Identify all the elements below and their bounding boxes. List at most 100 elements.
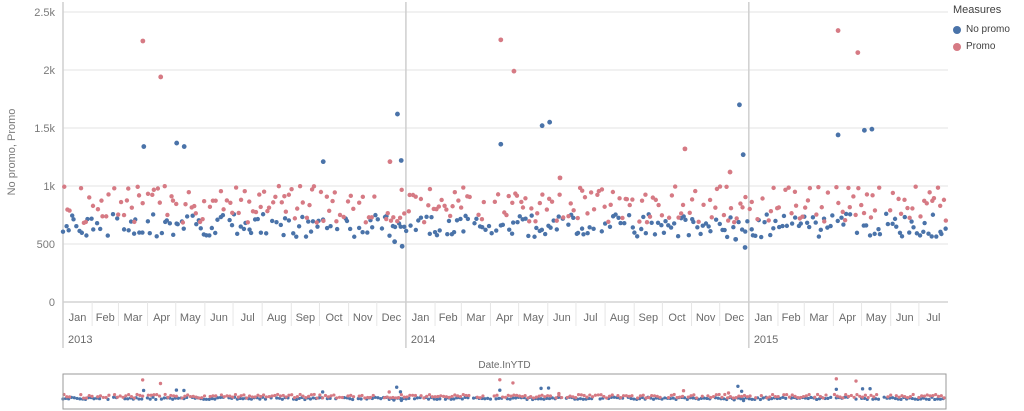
navigator-point bbox=[318, 393, 322, 397]
navigator-point bbox=[680, 394, 685, 398]
data-point bbox=[921, 229, 926, 234]
navigator-point bbox=[298, 392, 302, 397]
navigator-point bbox=[498, 378, 502, 382]
data-point bbox=[835, 218, 840, 224]
data-point bbox=[458, 205, 464, 210]
data-point bbox=[286, 192, 292, 197]
navigator-point bbox=[726, 391, 731, 395]
data-point bbox=[663, 219, 668, 224]
navigator-point bbox=[855, 393, 859, 397]
navigator-point bbox=[641, 393, 645, 397]
navigator-point bbox=[581, 397, 585, 401]
data-point bbox=[914, 231, 920, 236]
data-point bbox=[548, 225, 553, 230]
outlier-point bbox=[498, 141, 504, 147]
data-point bbox=[595, 192, 600, 197]
data-point bbox=[150, 192, 155, 198]
navigator-point bbox=[705, 396, 709, 401]
navigator-point bbox=[501, 395, 505, 399]
data-point bbox=[402, 211, 407, 216]
data-point bbox=[263, 231, 269, 236]
navigator-point bbox=[101, 395, 105, 400]
navigator-point bbox=[228, 394, 232, 398]
navigator-point bbox=[876, 397, 881, 401]
data-point bbox=[437, 228, 442, 233]
outlier-point bbox=[181, 144, 187, 149]
data-point bbox=[728, 215, 733, 220]
data-point bbox=[137, 230, 142, 235]
navigator-point bbox=[250, 395, 254, 399]
navigator-point bbox=[169, 393, 173, 398]
data-point bbox=[479, 216, 485, 222]
data-point bbox=[843, 211, 849, 217]
legend-item-no-promo[interactable]: No promo bbox=[953, 22, 1023, 37]
data-point bbox=[265, 208, 270, 214]
data-point bbox=[599, 187, 605, 192]
data-point bbox=[95, 207, 101, 212]
data-point bbox=[392, 224, 398, 230]
data-point bbox=[416, 218, 421, 223]
data-point bbox=[753, 233, 758, 239]
data-point bbox=[106, 192, 111, 197]
data-point bbox=[653, 197, 659, 203]
data-point bbox=[931, 195, 937, 201]
data-point bbox=[626, 212, 632, 218]
data-point bbox=[546, 196, 552, 201]
x-tick-label: Dec bbox=[382, 312, 402, 324]
data-point bbox=[330, 198, 335, 204]
navigator-point bbox=[495, 393, 499, 397]
data-point bbox=[307, 202, 312, 208]
legend-label-no-promo: No promo bbox=[966, 24, 1010, 35]
x-tick-label: Apr bbox=[839, 312, 856, 324]
data-point bbox=[445, 231, 450, 237]
data-point bbox=[675, 233, 681, 239]
data-point bbox=[347, 226, 353, 232]
data-point bbox=[279, 200, 284, 205]
data-point bbox=[495, 192, 501, 197]
navigator-point bbox=[450, 394, 454, 399]
outlier-point bbox=[174, 140, 180, 146]
data-point bbox=[452, 190, 458, 195]
legend-item-promo[interactable]: Promo bbox=[953, 39, 1023, 54]
data-point bbox=[929, 234, 934, 239]
navigator-point bbox=[700, 394, 704, 398]
data-point bbox=[456, 198, 461, 203]
data-point bbox=[200, 216, 205, 222]
navigator-point bbox=[899, 397, 903, 402]
navigator-point bbox=[155, 393, 159, 397]
data-point bbox=[935, 185, 941, 190]
data-point bbox=[802, 205, 808, 210]
navigator-point bbox=[391, 395, 395, 400]
data-point bbox=[731, 224, 736, 230]
data-point bbox=[194, 221, 199, 227]
data-point bbox=[337, 212, 343, 218]
data-point bbox=[318, 189, 324, 195]
navigator-point bbox=[815, 397, 819, 402]
data-point bbox=[683, 217, 688, 223]
navigator-point bbox=[90, 394, 94, 398]
navigator-point bbox=[366, 395, 370, 400]
navigator-point bbox=[444, 395, 448, 399]
navigator-frame bbox=[62, 373, 947, 410]
data-point bbox=[575, 230, 581, 236]
navigator-point bbox=[435, 397, 439, 401]
navigator-point bbox=[278, 394, 283, 398]
navigator-point bbox=[890, 396, 895, 400]
navigator-point bbox=[498, 388, 502, 392]
navigator-point bbox=[140, 378, 145, 382]
data-point bbox=[608, 202, 613, 208]
data-point bbox=[599, 229, 605, 234]
x-year-label: 2013 bbox=[68, 334, 92, 346]
navigator-point bbox=[146, 393, 150, 397]
navigator-point bbox=[650, 393, 654, 398]
navigator-point bbox=[207, 397, 211, 401]
navigator-point bbox=[171, 397, 175, 401]
data-point bbox=[561, 215, 566, 220]
data-point bbox=[360, 194, 366, 200]
navigator-point bbox=[818, 394, 822, 399]
x-tick-label: Sep bbox=[639, 312, 659, 324]
data-point bbox=[228, 200, 233, 205]
navigator-point bbox=[585, 395, 589, 399]
data-point bbox=[539, 227, 545, 233]
